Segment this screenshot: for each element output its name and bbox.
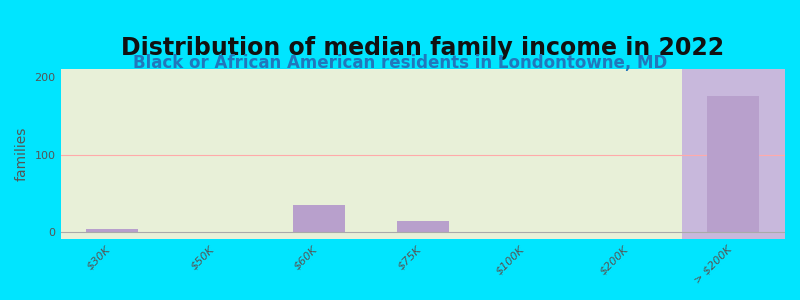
Bar [682,69,785,239]
Bar [294,205,345,232]
Text: Black or African American residents in Londontowne, MD: Black or African American residents in L… [133,54,667,72]
Y-axis label: families: families [15,127,29,181]
Bar [61,69,682,239]
Bar [707,96,759,232]
Bar [397,221,449,232]
Bar [86,229,138,232]
Title: Distribution of median family income in 2022: Distribution of median family income in … [122,36,724,60]
